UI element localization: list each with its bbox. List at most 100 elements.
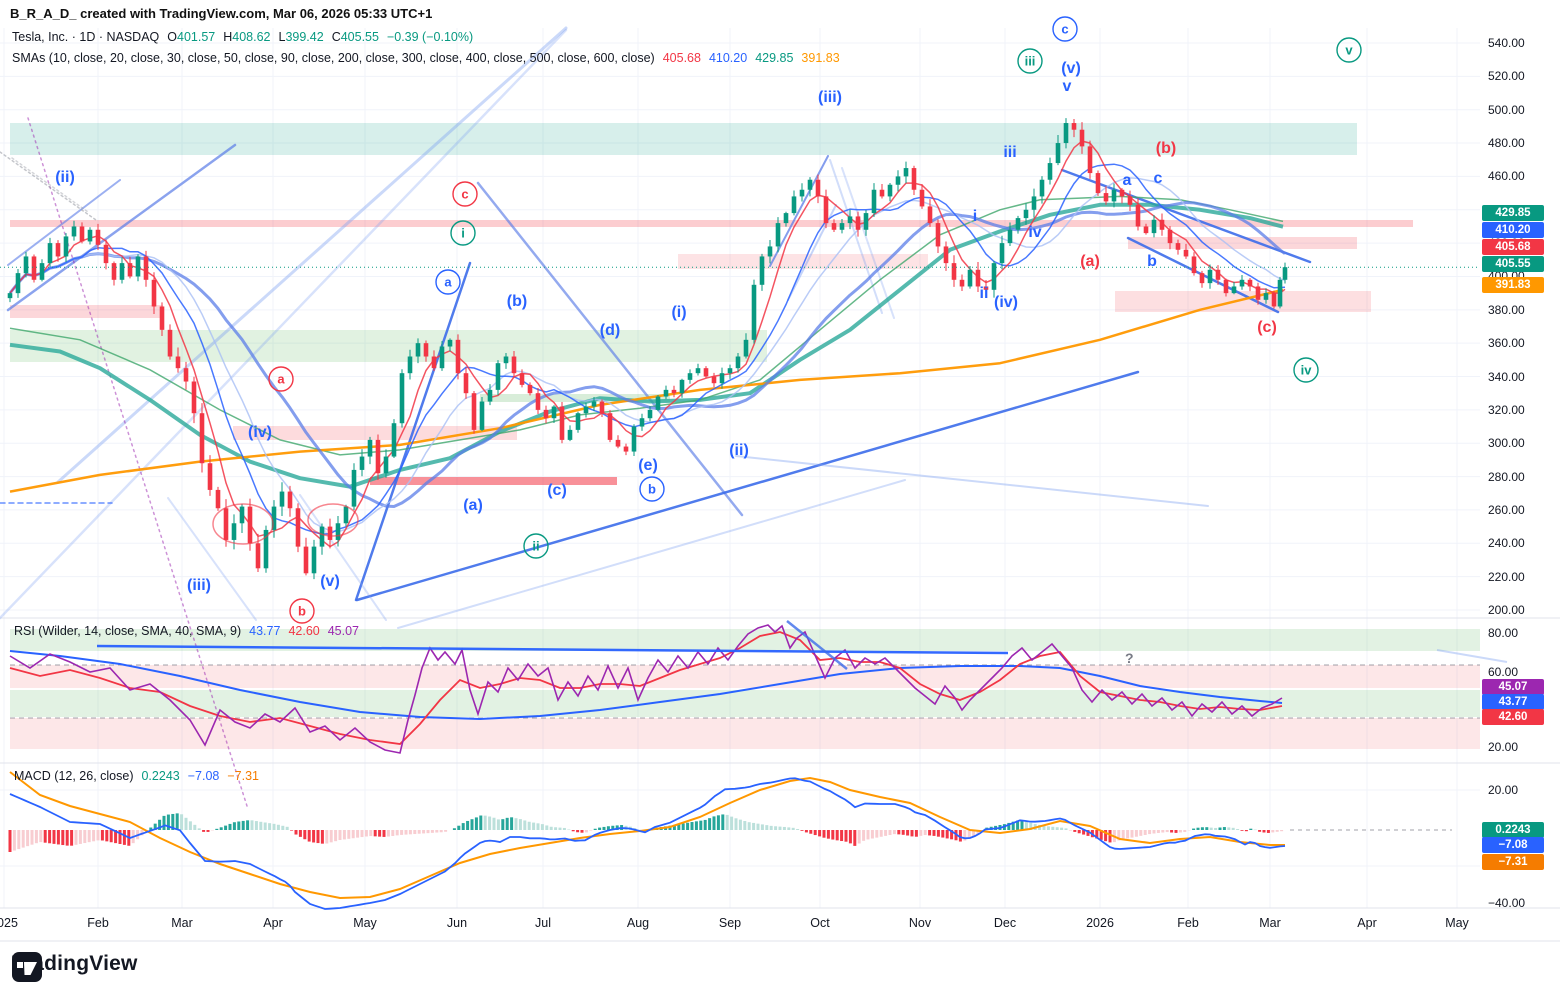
wave-label: (a) xyxy=(463,497,483,514)
svg-text:c: c xyxy=(461,187,468,202)
question-mark-annotation[interactable]: ? xyxy=(1125,650,1134,666)
tradingview-logo-text: TradingView xyxy=(12,952,138,975)
svg-text:ii: ii xyxy=(532,539,539,554)
rsi-tick-label: 20.00 xyxy=(1488,740,1519,754)
sma-10-line xyxy=(9,140,1286,548)
macd-tick-label: 20.00 xyxy=(1488,783,1519,797)
rsi-series xyxy=(9,620,1508,754)
trendlines[interactable] xyxy=(0,26,1312,807)
svg-text:iii: iii xyxy=(1025,54,1036,69)
rsi-tick-label: 80.00 xyxy=(1488,626,1519,640)
sma-overlays xyxy=(8,140,1286,548)
ohlc-value: L399.42 xyxy=(278,30,324,44)
wave-label: (d) xyxy=(600,322,620,339)
wave-label: (i) xyxy=(671,304,686,321)
price-tick-label: 220.00 xyxy=(1488,569,1525,584)
time-tick-label: May xyxy=(353,916,377,930)
rsi-legend[interactable]: RSI (Wilder, 14, close, SMA, 40, SMA, 9)… xyxy=(14,624,361,638)
price-tick-label: 240.00 xyxy=(1488,536,1525,551)
ohlc-value: C405.55 xyxy=(331,30,379,44)
wave-label: ii xyxy=(980,285,989,302)
time-tick-label: Feb xyxy=(87,916,109,930)
sma-value: 405.68 xyxy=(662,51,701,65)
wave-label: iii xyxy=(1003,144,1016,161)
sma-value: 391.83 xyxy=(801,51,840,65)
wave-label: (b) xyxy=(507,293,527,310)
wave-label: (ii) xyxy=(55,169,75,186)
tradingview-logo[interactable]: TradingView xyxy=(12,952,138,982)
time-tick-label: Mar xyxy=(1259,916,1281,930)
candlestick-series[interactable] xyxy=(7,118,1288,580)
rsi-line xyxy=(9,624,1283,754)
wave-label: (iii) xyxy=(187,577,211,594)
time-tick-label: Nov xyxy=(908,916,932,930)
time-tick-label: Jul xyxy=(535,916,551,930)
wave-label: (e) xyxy=(638,457,658,474)
macd-value: −7.31 xyxy=(227,769,259,783)
watermark: B_R_A_D_ created with TradingView.com, M… xyxy=(10,6,433,21)
svg-text:b: b xyxy=(298,604,306,619)
macd-legend[interactable]: MACD (12, 26, close) 0.2243 −7.08 −7.31 xyxy=(14,769,261,783)
price-badge: 410.20 xyxy=(1482,222,1544,238)
wave-label: (iii) xyxy=(818,89,842,106)
wave-label: i xyxy=(973,208,977,225)
sma-600-line xyxy=(9,288,1284,493)
time-tick-label: May xyxy=(1445,916,1469,930)
wave-label: (b) xyxy=(1156,140,1176,157)
highlight-ellipse[interactable] xyxy=(307,503,359,537)
price-badge: 391.83 xyxy=(1482,277,1544,293)
svg-text:iv: iv xyxy=(1301,363,1313,378)
wave-label: (c) xyxy=(547,482,567,499)
rsi-value: 42.60 xyxy=(288,624,320,638)
elliott-wave-labels[interactable]: (ii) (iv) (iii) (v) (a) (b) (c) (d) (e) (i) (ii) (i… xyxy=(55,16,1362,624)
ohlc-value: H408.62 xyxy=(223,30,271,44)
time-tick-label: Mar xyxy=(171,916,193,930)
sma-20-line xyxy=(9,163,1286,535)
highlight-ellipse[interactable] xyxy=(212,503,274,545)
time-tick-label: Dec xyxy=(993,916,1017,930)
wave-label: (a) xyxy=(1080,253,1100,270)
rsi-label: RSI (Wilder, 14, close, SMA, 40, SMA, 9) xyxy=(14,624,242,638)
svg-text:a: a xyxy=(444,275,452,290)
macd-signal-line xyxy=(9,771,1285,900)
time-tick-label: Apr xyxy=(1357,916,1377,930)
sma-value: 429.85 xyxy=(755,51,794,65)
rsi-tick-label: 60.00 xyxy=(1488,665,1519,679)
rsi-trendline[interactable] xyxy=(786,620,848,670)
symbol-title: Tesla, Inc. · 1D · NASDAQ xyxy=(12,30,160,44)
rsi-sma40-line xyxy=(9,650,1283,721)
price-badge: 429.85 xyxy=(1482,205,1544,221)
wave-label: iv xyxy=(1028,224,1041,241)
svg-text:a: a xyxy=(277,372,285,387)
wave-label: (c) xyxy=(1257,319,1277,336)
time-tick-label: Aug xyxy=(626,916,650,930)
change-value: −0.39 (−0.10%) xyxy=(386,30,474,44)
macd-badge: −7.08 xyxy=(1482,837,1544,853)
macd-tick-label: −40.00 xyxy=(1488,896,1526,910)
time-tick-label: Apr xyxy=(263,916,283,930)
price-tick-label: 520.00 xyxy=(1488,69,1525,84)
rsi-value: 43.77 xyxy=(249,624,281,638)
supply-demand-zones[interactable] xyxy=(10,123,1413,485)
macd-label: MACD (12, 26, close) xyxy=(14,769,134,783)
macd-series xyxy=(8,771,1452,910)
price-tick-label: 200.00 xyxy=(1488,602,1525,617)
rsi-trendline[interactable] xyxy=(1436,649,1508,663)
time-tick-label: Sep xyxy=(718,916,742,930)
symbol-legend[interactable]: Tesla, Inc. · 1D · NASDAQ O401.57 H408.62 L… xyxy=(12,30,475,44)
price-tick-label: 340.00 xyxy=(1488,369,1525,384)
price-tick-label: 500.00 xyxy=(1488,102,1525,117)
ohlc-value: O401.57 xyxy=(167,30,216,44)
smas-legend[interactable]: SMAs (10, close, 20, close, 30, close, 5… xyxy=(12,51,842,65)
time-tick-label: Jun xyxy=(446,916,468,930)
rsi-value: 45.07 xyxy=(327,624,359,638)
wave-label: a xyxy=(1123,172,1132,189)
price-badge: 405.55 xyxy=(1482,256,1544,272)
rsi-trendline[interactable] xyxy=(96,644,1009,655)
rsi-badge: 42.60 xyxy=(1482,709,1544,725)
rsi-badge: 43.77 xyxy=(1482,694,1544,710)
price-tick-label: 300.00 xyxy=(1488,436,1525,451)
smas-label: SMAs (10, close, 20, close, 30, close, 5… xyxy=(12,51,655,65)
